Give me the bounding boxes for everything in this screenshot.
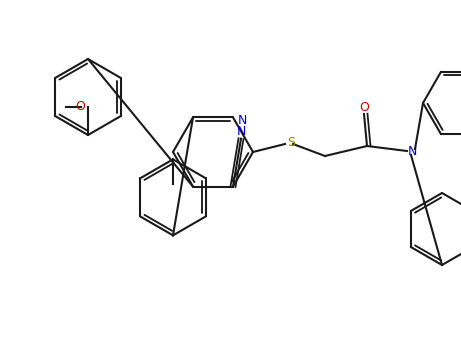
Text: O: O bbox=[75, 100, 85, 112]
Text: N: N bbox=[408, 144, 417, 158]
Text: N: N bbox=[236, 125, 246, 138]
Text: N: N bbox=[238, 114, 248, 127]
Text: S: S bbox=[287, 135, 295, 149]
Text: O: O bbox=[359, 101, 369, 113]
